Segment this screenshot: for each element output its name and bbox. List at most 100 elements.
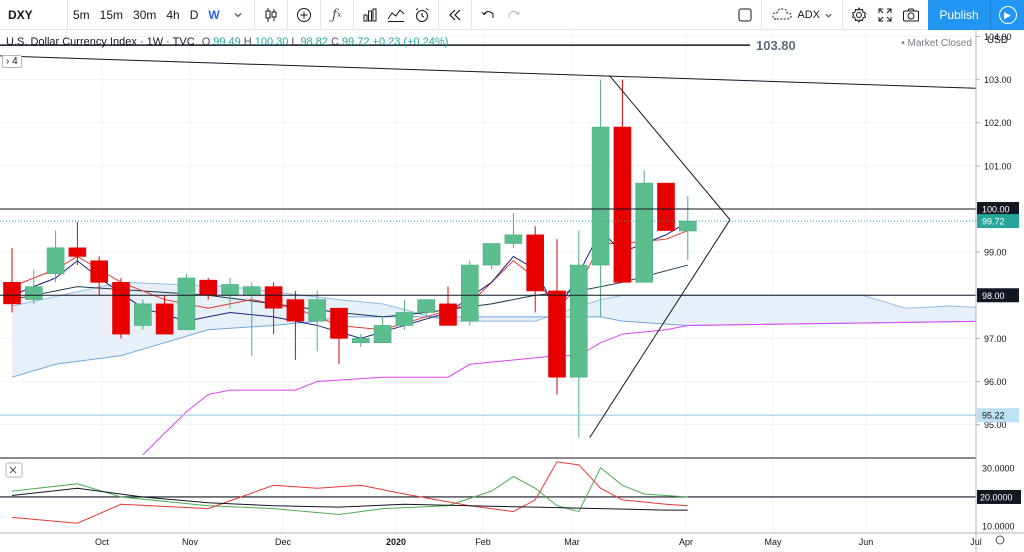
trend-line bbox=[0, 55, 977, 89]
redo-icon[interactable] bbox=[501, 0, 527, 30]
legend-close-value: 99.72 bbox=[342, 36, 370, 48]
dropdown-icon[interactable] bbox=[225, 0, 251, 30]
legend-open-value: 99.49 bbox=[213, 36, 241, 48]
line-chart-icon[interactable] bbox=[383, 0, 409, 30]
alarm-icon[interactable] bbox=[409, 0, 435, 30]
adx-plus-di-line bbox=[11, 466, 688, 515]
time-tick-label: Apr bbox=[679, 537, 693, 547]
candle-body bbox=[373, 325, 392, 344]
candle-body bbox=[330, 307, 348, 339]
candle-body bbox=[482, 243, 501, 266]
legend-title: U.S. Dollar Currency Index · 1W · TVC bbox=[6, 36, 195, 48]
cloud-lower-line bbox=[11, 316, 994, 378]
drawing-lines: 103.80 bbox=[0, 38, 977, 438]
fullscreen-icon[interactable] bbox=[872, 0, 898, 30]
add-icon[interactable] bbox=[291, 0, 317, 30]
candle-body bbox=[635, 182, 654, 283]
publish-button[interactable]: Publish bbox=[928, 0, 990, 30]
price-axis: 104.00 103.00 102.00 101.00 100.00 99.00 98.00… bbox=[975, 30, 1024, 552]
candle-body bbox=[155, 303, 174, 335]
time-tick-label: 2020 bbox=[386, 537, 406, 547]
candle-body bbox=[308, 299, 327, 322]
square-icon[interactable] bbox=[732, 0, 758, 30]
candle-body bbox=[24, 286, 43, 300]
price-tick-label: 96.00 bbox=[984, 377, 1007, 387]
candle-body bbox=[526, 234, 545, 292]
candle-body bbox=[395, 312, 414, 326]
time-tick-label: Jun bbox=[859, 537, 874, 547]
candle-body bbox=[460, 264, 479, 322]
candle-body bbox=[221, 284, 239, 296]
price-label: 99.72 bbox=[982, 217, 1005, 227]
symbol-search[interactable]: DXY bbox=[0, 0, 68, 30]
price-label-bg bbox=[977, 288, 1019, 303]
price-tick-label: 97.00 bbox=[984, 334, 1007, 344]
adx-tick-label: 10.0000 bbox=[982, 522, 1015, 532]
price-tick-label: 101.00 bbox=[984, 161, 1012, 171]
candlesticks bbox=[3, 79, 697, 438]
candle-body bbox=[264, 286, 283, 309]
play-button[interactable]: ▶ bbox=[990, 0, 1024, 30]
candle-body bbox=[199, 279, 217, 296]
price-label-bg bbox=[977, 214, 1019, 229]
camera-icon[interactable] bbox=[898, 0, 924, 30]
legend-high-value: 100.30 bbox=[254, 36, 289, 48]
timeframe-4h[interactable]: 4h bbox=[166, 7, 180, 22]
price-label-bg bbox=[977, 201, 1019, 216]
indicator-selector[interactable]: ADX bbox=[765, 0, 839, 30]
timeframe-30m[interactable]: 30m bbox=[133, 7, 157, 22]
candle-body bbox=[68, 247, 87, 257]
timeframe-5m[interactable]: 5m bbox=[73, 7, 90, 22]
bar-chart-icon[interactable] bbox=[357, 0, 383, 30]
price-label-bg bbox=[977, 408, 1019, 423]
price-tick-label: 99.00 bbox=[984, 248, 1007, 258]
close-icon bbox=[9, 466, 17, 474]
candle-body bbox=[351, 338, 370, 344]
gear-icon[interactable] bbox=[846, 0, 872, 30]
legend-high-key: H bbox=[243, 36, 252, 48]
adx-level-label: 20.0000 bbox=[980, 492, 1013, 502]
time-tick-label: Jul bbox=[970, 537, 982, 547]
currency-label: USD bbox=[986, 35, 1008, 46]
gear-icon bbox=[995, 535, 1005, 545]
candle-body bbox=[417, 299, 436, 313]
timeframe-w[interactable]: W bbox=[208, 7, 220, 22]
timeframe-d[interactable]: D bbox=[189, 7, 199, 22]
adx-tick-label: 30.0000 bbox=[982, 463, 1015, 473]
price-label: 100.00 bbox=[982, 204, 1010, 214]
candle-body bbox=[243, 286, 261, 296]
candle-body bbox=[134, 303, 152, 326]
candle-body bbox=[3, 282, 21, 305]
timeframe-15m[interactable]: 15m bbox=[99, 7, 124, 22]
time-tick-label: Oct bbox=[95, 537, 110, 547]
candle-body bbox=[90, 260, 108, 283]
chart-canvas[interactable]: 103.80 104.00 103.00 102.00 101.00 100.00 99.… bbox=[0, 30, 1024, 552]
time-tick-label: Feb bbox=[475, 537, 491, 547]
candle-body bbox=[286, 299, 305, 322]
pane-collapse-button bbox=[5, 462, 23, 478]
candle-body bbox=[504, 234, 523, 244]
candle-body bbox=[548, 290, 566, 378]
legend-change: +0.23 (+0.24%) bbox=[372, 36, 449, 48]
indicator-collapse-button[interactable]: › 4 bbox=[2, 55, 22, 68]
symbol-label: DXY bbox=[8, 7, 33, 22]
candle-body bbox=[678, 220, 697, 232]
play-icon: ▶ bbox=[998, 6, 1017, 24]
legend-low-value: 98.82 bbox=[300, 36, 329, 48]
candle-body bbox=[46, 247, 65, 274]
candles-icon[interactable] bbox=[258, 0, 284, 30]
price-tick-label: 104.00 bbox=[984, 32, 1012, 42]
time-tick-label: Mar bbox=[564, 537, 580, 547]
candle-body bbox=[177, 277, 196, 331]
legend-open-key: O bbox=[201, 36, 211, 48]
price-tick-label: 102.00 bbox=[984, 118, 1012, 128]
replay-icon[interactable] bbox=[442, 0, 468, 30]
undo-icon[interactable] bbox=[475, 0, 501, 30]
candle-body bbox=[112, 282, 130, 335]
resistance-label: 103.80 bbox=[756, 38, 796, 53]
chart-grid bbox=[0, 30, 977, 532]
candle-body bbox=[569, 264, 588, 378]
